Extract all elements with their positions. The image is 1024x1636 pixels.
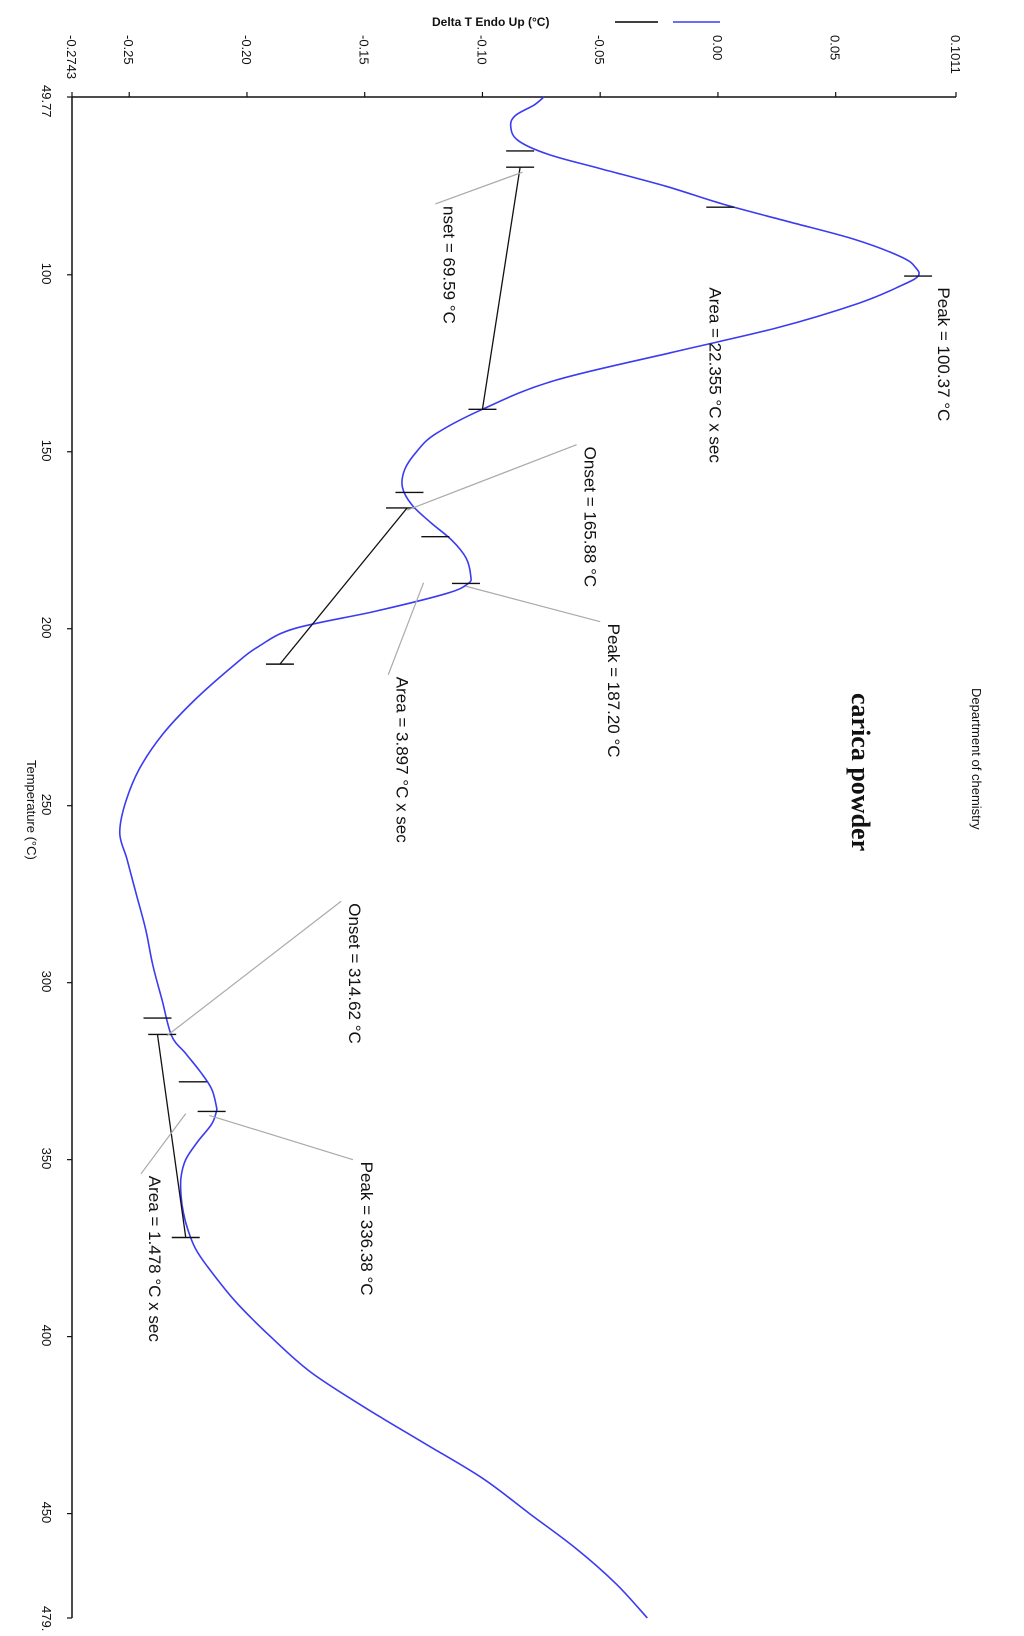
- annotation-label-3: Onset = 165.88 °C: [581, 447, 600, 588]
- annotation-leader-6: [166, 900, 342, 1037]
- annotation-label-4: Peak = 187.20 °C: [604, 624, 623, 758]
- temperature-tick-label: 150: [39, 440, 54, 462]
- annotation-leader-8: [140, 1113, 187, 1175]
- annotation-label-1: Peak = 100.37 °C: [934, 287, 953, 421]
- annotation-label-5: Area = 3.897 °C x sec: [392, 677, 411, 844]
- peak-baseline-0: [481, 167, 521, 410]
- annotation-leader-5: [387, 582, 425, 675]
- signal-tick-label: 0.00: [710, 35, 725, 60]
- chart-subtitle: Department of chemistry: [969, 688, 984, 830]
- annotation-leader-4: [465, 585, 601, 623]
- peak-baseline-2: [156, 1034, 187, 1238]
- annotation-label-6: Onset = 314.62 °C: [345, 903, 364, 1044]
- signal-tick-label: 0.1011: [948, 35, 963, 74]
- temperature-tick-label: 300: [39, 971, 54, 993]
- annotation-leader-0: [435, 171, 523, 205]
- annotation-leader-3: [406, 444, 577, 511]
- annotation-leader-7: [209, 1114, 354, 1161]
- temperature-tick-label: 250: [39, 794, 54, 816]
- signal-tick-label: -0.10: [474, 35, 489, 65]
- signal-tick-label: -0.20: [239, 35, 254, 65]
- temperature-tick-label: 400: [39, 1325, 54, 1347]
- signal-tick-label: -0.2743: [64, 35, 79, 79]
- temperature-tick-label: 479.5: [39, 1606, 54, 1631]
- signal-tick-label: -0.15: [357, 35, 372, 65]
- temperature-axis-label: Temperature (°C): [24, 760, 39, 860]
- dsc-series-line-0: [118, 96, 920, 1619]
- signal-tick-label: -0.05: [592, 35, 607, 65]
- annotation-label-7: Peak = 336.38 °C: [357, 1162, 376, 1296]
- annotation-label-0: nset = 69.59 °C: [439, 206, 458, 324]
- temperature-tick-label: 350: [39, 1148, 54, 1170]
- annotation-label-2: Area = 22.355 °C x sec: [705, 287, 724, 463]
- signal-tick-label: 0.05: [828, 35, 843, 60]
- legend-label: Delta T Endo Up (°C): [432, 15, 549, 29]
- temperature-tick-label: 450: [39, 1502, 54, 1524]
- annotation-label-8: Area = 1.478 °C x sec: [145, 1176, 164, 1343]
- temperature-tick-label: 200: [39, 617, 54, 639]
- temperature-tick-label: 49.77: [39, 85, 54, 118]
- temperature-tick-label: 100: [39, 263, 54, 285]
- chart-title: carica powder: [846, 693, 875, 851]
- signal-tick-label: -0.25: [121, 35, 136, 65]
- peak-baseline-1: [279, 507, 408, 665]
